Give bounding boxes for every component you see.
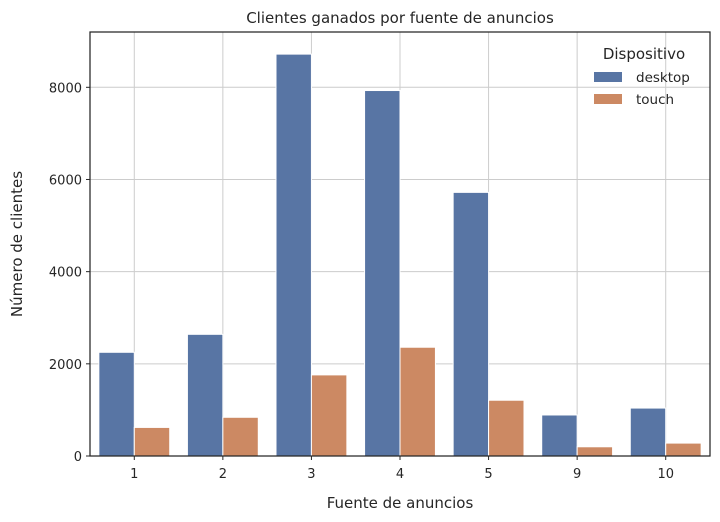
bar-touch-3 — [310, 374, 348, 457]
chart-title: Clientes ganados por fuente de anuncios — [246, 9, 554, 27]
bar-desktop-4 — [364, 90, 401, 457]
legend-title: Dispositivo — [603, 45, 685, 63]
y-tick-label: 4000 — [49, 266, 82, 281]
legend-swatch-touch — [594, 94, 622, 104]
bar-desktop-2 — [186, 333, 224, 457]
x-axis-label: Fuente de anuncios — [327, 494, 474, 512]
legend-label-touch: touch — [636, 92, 674, 108]
bar-desktop-5 — [452, 191, 490, 457]
legend-swatch-desktop — [594, 72, 622, 82]
bars — [98, 53, 702, 457]
y-tick-label: 6000 — [49, 173, 82, 188]
y-tick-label: 8000 — [49, 81, 82, 96]
bar-desktop-1 — [98, 351, 135, 457]
bar-touch-9 — [576, 446, 614, 457]
bar-touch-2 — [222, 416, 259, 457]
x-tick-label: 1 — [130, 467, 138, 482]
bar-touch-4 — [399, 346, 436, 457]
bar-desktop-10 — [629, 407, 667, 457]
x-tick-label: 4 — [396, 467, 404, 482]
ticks: 0 2000 4000 6000 8000 1 2 3 4 5 9 10 — [49, 81, 674, 482]
x-tick-label: 2 — [219, 467, 227, 482]
x-tick-label: 5 — [484, 467, 492, 482]
bar-touch-1 — [133, 426, 171, 457]
bar-desktop-9 — [541, 414, 578, 457]
y-tick-label: 2000 — [49, 358, 82, 373]
x-tick-label: 9 — [573, 467, 581, 482]
x-tick-label: 3 — [307, 467, 315, 482]
y-tick-label: 0 — [74, 450, 82, 465]
bar-touch-5 — [488, 399, 525, 457]
y-axis-label: Número de clientes — [8, 171, 26, 317]
x-tick-label: 10 — [657, 467, 674, 482]
legend: Dispositivo desktop touch — [594, 45, 690, 108]
legend-label-desktop: desktop — [636, 70, 690, 86]
bar-desktop-3 — [275, 53, 312, 457]
bar-touch-10 — [665, 442, 702, 457]
